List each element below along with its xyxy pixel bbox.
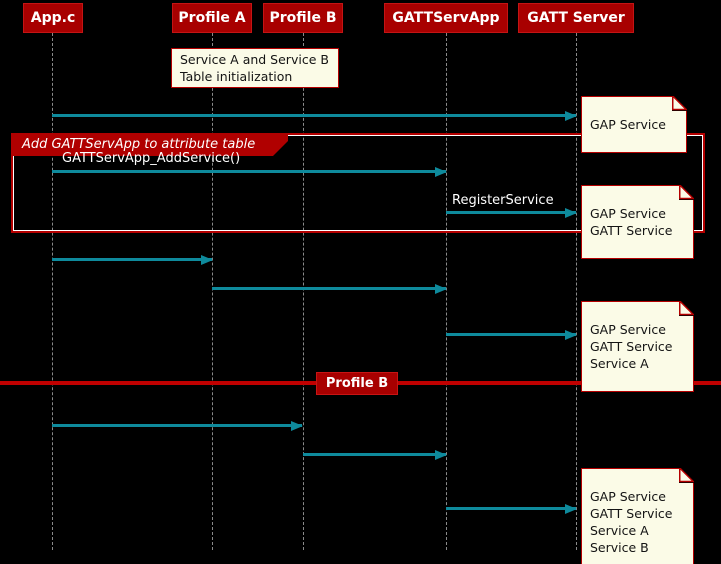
group-frame-add-gattservapp [11, 133, 705, 233]
note-fold-icon [672, 95, 688, 111]
participant-profile-a: Profile A [172, 3, 252, 33]
note-fold-icon [679, 467, 694, 483]
message-arrow-appc-to-profile-b [52, 424, 302, 427]
note-fold-icon [679, 300, 694, 316]
note-text: GAP Service GATT Service Service A [590, 322, 673, 371]
note-text: GAP Service GATT Service [590, 206, 673, 238]
note-text: GAP Service GATT Service Service A Servi… [590, 489, 673, 555]
message-arrow-profile-b-to-gattservapp [303, 453, 446, 456]
message-arrow-gattservapp-to-gatt-server-2 [446, 507, 576, 510]
participant-gatt-server: GATT Server [518, 3, 634, 33]
note-gap-service: GAP Service [581, 95, 688, 153]
message-arrow-profile-a-to-gattservapp [212, 287, 446, 290]
lifeline-appc [52, 33, 53, 550]
message-arrow-addservice [52, 170, 446, 173]
note-table-initialization: Service A and Service B Table initializa… [171, 48, 339, 88]
message-arrow-appc-to-gatt-server [52, 114, 576, 117]
message-arrow-appc-to-profile-a [52, 258, 212, 261]
note-service-a: GAP Service GATT Service Service A [581, 300, 694, 392]
message-label-registerservice: RegisterService [452, 193, 554, 208]
note-service-a-b: GAP Service GATT Service Service A Servi… [581, 467, 694, 564]
message-label-addservice: GATTServApp_AddService() [62, 151, 241, 166]
participant-gattservapp: GATTServApp [384, 3, 508, 33]
note-text: GAP Service [590, 117, 666, 132]
divider-profile-b: Profile B [316, 372, 398, 395]
message-arrow-gattservapp-to-gatt-server-1 [446, 333, 576, 336]
lifeline-profile-b [303, 33, 304, 550]
note-gap-gatt-service: GAP Service GATT Service [581, 184, 694, 259]
lifeline-gatt-server [576, 33, 577, 550]
participant-profile-b: Profile B [263, 3, 343, 33]
note-fold-icon [679, 184, 694, 200]
participant-appc: App.c [23, 3, 83, 33]
group-frame-label: Add GATTServApp to attribute table [11, 133, 288, 156]
lifeline-profile-a [212, 33, 213, 550]
message-arrow-registerservice [446, 211, 576, 214]
